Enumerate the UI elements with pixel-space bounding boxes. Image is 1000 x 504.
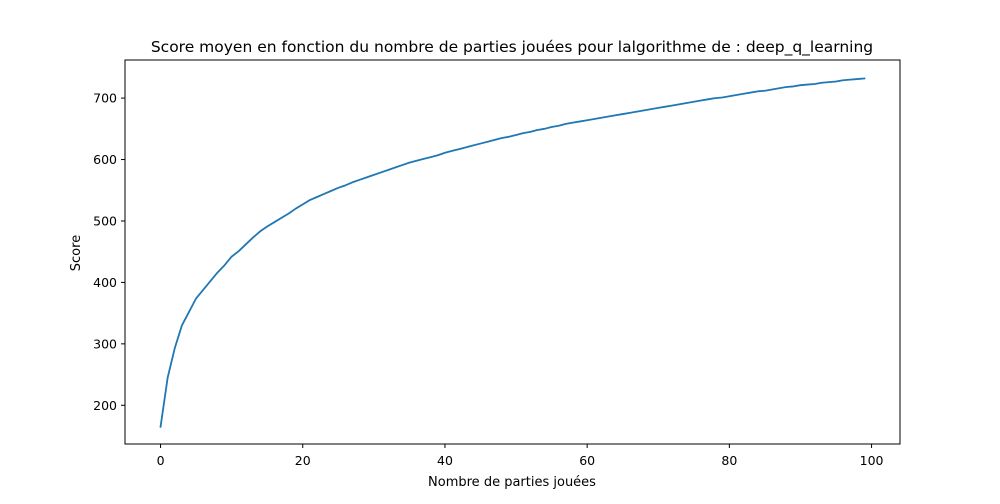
y-axis: 200 300 400 500 600 700 [93,91,125,413]
x-tick-label: 60 [579,453,595,468]
x-axis: 0 20 40 60 80 100 [157,444,884,468]
x-tick-label: 40 [437,453,453,468]
y-axis-label: Score [69,235,84,271]
chart-title: Score moyen en fonction du nombre de par… [151,38,873,57]
x-tick-label: 80 [721,453,737,468]
y-tick-label: 600 [93,152,117,167]
y-tick-label: 500 [93,213,117,228]
x-axis-label: Nombre de parties jouées [428,475,596,490]
y-tick-label: 200 [93,398,117,413]
plot-frame [124,59,901,445]
x-tick-label: 20 [295,453,311,468]
y-tick-label: 700 [93,91,117,106]
x-tick-label: 100 [860,453,884,468]
y-tick-label: 300 [93,336,117,351]
y-tick-label: 400 [93,275,117,290]
plot-area [124,59,901,445]
x-tick-label: 0 [157,453,165,468]
series-line [159,77,866,428]
